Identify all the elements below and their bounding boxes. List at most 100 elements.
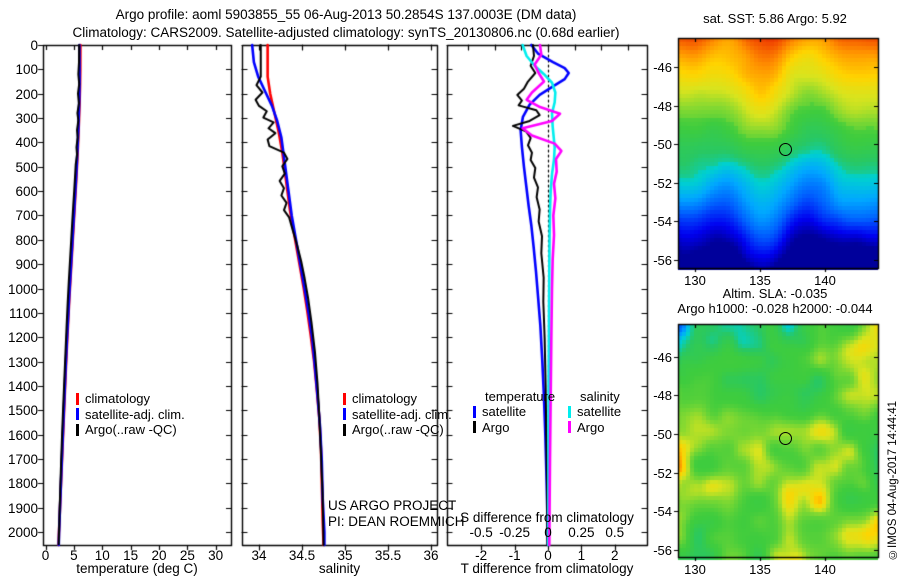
legend-item-label: Argo — [482, 419, 510, 435]
sla-lat-tick-label: -54 — [653, 504, 672, 520]
legend-swatch-icon — [473, 405, 476, 418]
salinity-x-tick-label: 34.5 — [288, 548, 316, 563]
legend-swatch-icon — [343, 392, 346, 405]
legend-item: satellite-adj. clim. — [343, 407, 452, 423]
salinity-x-tick-label: 36 — [423, 548, 439, 563]
depth-tick-label: 400 — [15, 135, 38, 151]
s-difference-tick-label: -0.25 — [499, 525, 530, 540]
depth-tick-label: 1500 — [7, 403, 38, 419]
depth-tick-label: 1000 — [7, 281, 38, 297]
depth-tick-label: 600 — [15, 184, 38, 200]
depth-tick-label: 1700 — [7, 452, 38, 468]
legend-item-label: Argo(..raw -QC) — [85, 422, 177, 438]
legend-swatch-icon — [76, 392, 79, 405]
temperature-x-tick-label: 0 — [41, 548, 50, 563]
s-difference-tick-label: 0.25 — [568, 525, 595, 540]
legend-swatch-icon — [568, 405, 571, 418]
legend-item: Argo — [473, 420, 555, 436]
temperature-axis-label: temperature (deg C) — [76, 561, 198, 576]
salinity-axis-label: salinity — [318, 561, 361, 576]
sla-lat-tick-label: -52 — [653, 465, 672, 481]
legend-item: satellite-adj. clim. — [76, 407, 185, 423]
depth-tick-label: 1800 — [7, 476, 38, 492]
sla-map-title-line2: Argo h1000: -0.028 h2000: -0.044 — [677, 301, 873, 316]
t-difference-x-tick-label: 1 — [577, 548, 586, 563]
depth-tick-label: 2000 — [7, 525, 38, 541]
depth-tick-label: 300 — [15, 111, 38, 127]
sla-lon-tick-label: 135 — [749, 562, 771, 577]
legend-swatch-icon — [76, 423, 79, 436]
t-difference-axis-label: T difference from climatology — [460, 561, 634, 576]
legend-item-label: Argo(..raw -QC) — [352, 422, 444, 438]
depth-tick-label: 700 — [15, 208, 38, 224]
depth-tick-label: 1900 — [7, 500, 38, 516]
s-difference-tick-label: -0.5 — [469, 525, 493, 540]
temperature-x-tick-label: 5 — [70, 548, 78, 563]
legend-item: Argo(..raw -QC) — [343, 422, 452, 438]
legend-swatch-icon — [343, 408, 346, 421]
depth-tick-label: 1400 — [7, 378, 38, 394]
legend-swatch-icon — [473, 421, 476, 434]
imos-watermark: ©IMOS 04-Aug-2017 14:44:41 — [887, 400, 899, 560]
s-difference-tick-label: 0 — [544, 525, 552, 540]
depth-tick-label: 900 — [15, 257, 38, 273]
legend-swatch-icon — [568, 421, 571, 434]
sla-map-title-line1: Altim. SLA: -0.035 — [722, 286, 828, 301]
t-difference-x-tick-label: -2 — [475, 548, 488, 563]
figure-title-line1: Argo profile: aoml 5903855_55 06-Aug-201… — [115, 7, 577, 22]
sst-lon-tick-label: 135 — [749, 273, 771, 288]
sst-lat-tick-label: -50 — [653, 137, 672, 153]
sla-map-title: Altim. SLA: -0.035 Argo h1000: -0.028 h2… — [655, 286, 895, 316]
legend-item-label: satellite — [482, 404, 527, 420]
difference-legend-temperature: temperature satellite Argo — [473, 389, 555, 435]
salinity-legend: climatology satellite-adj. clim. Argo(..ra… — [343, 391, 452, 438]
depth-tick-label: 1200 — [7, 330, 38, 346]
legend-item: climatology — [76, 391, 185, 407]
depth-tick-label: 500 — [15, 159, 38, 175]
sst-lat-tick-label: -48 — [653, 98, 672, 114]
legend-item: satellite — [473, 404, 555, 420]
figure-title: Argo profile: aoml 5903855_55 06-Aug-201… — [0, 6, 692, 42]
legend-column-header: temperature — [485, 389, 556, 404]
legend-column-header: salinity — [580, 389, 620, 404]
sla-lat-tick-label: -48 — [653, 388, 672, 404]
depth-tick-label: 800 — [15, 232, 38, 248]
legend-item-label: Argo — [577, 419, 605, 435]
legend-item-label: climatology — [85, 391, 151, 407]
temperature-legend: climatology satellite-adj. clim. Argo(..ra… — [76, 391, 185, 438]
legend-item-label: climatology — [352, 391, 418, 407]
sst-lon-tick-label: 130 — [684, 273, 706, 288]
depth-tick-label: 0 — [30, 38, 38, 53]
argo-float-marker-sst — [778, 142, 792, 156]
temperature-x-tick-label: 15 — [123, 548, 139, 563]
sla-lat-tick-label: -46 — [653, 349, 672, 365]
depth-tick-label: 1100 — [8, 305, 38, 321]
legend-item: climatology — [343, 391, 452, 407]
depth-tick-label: 200 — [15, 86, 38, 102]
t-difference-x-tick-label: -1 — [508, 548, 521, 563]
sla-lat-tick-label: -56 — [653, 542, 672, 558]
temperature-x-tick-label: 20 — [151, 548, 167, 563]
s-difference-axis-label: S difference from climatology — [460, 510, 634, 525]
legend-swatch-icon — [343, 423, 346, 436]
legend-item: Argo — [568, 420, 621, 436]
sla-lat-tick-label: -50 — [653, 426, 672, 442]
legend-item-label: satellite-adj. clim. — [85, 406, 185, 422]
legend-item: Argo(..raw -QC) — [76, 422, 185, 438]
sst-lon-tick-label: 140 — [814, 273, 836, 288]
salinity-x-tick-label: 35.5 — [374, 548, 402, 563]
argo-float-marker-sla — [778, 432, 792, 446]
legend-item-label: satellite — [577, 404, 622, 420]
depth-tick-label: 100 — [15, 62, 38, 78]
s-difference-tick-label: 0.5 — [605, 525, 625, 540]
figure-title-line2: Climatology: CARS2009. Satellite-adjuste… — [72, 25, 620, 40]
t-difference-x-tick-label: 2 — [611, 548, 619, 563]
sla-lon-tick-label: 140 — [814, 562, 836, 577]
sst-lat-tick-label: -46 — [653, 60, 672, 76]
temperature-x-tick-label: 25 — [179, 548, 195, 563]
project-annotation-line1: US ARGO PROJECT — [328, 498, 457, 513]
sst-map-title: sat. SST: 5.86 Argo: 5.92 — [703, 11, 847, 26]
temperature-x-tick-label: 30 — [208, 548, 224, 563]
legend-item-label: satellite-adj. clim. — [352, 406, 452, 422]
